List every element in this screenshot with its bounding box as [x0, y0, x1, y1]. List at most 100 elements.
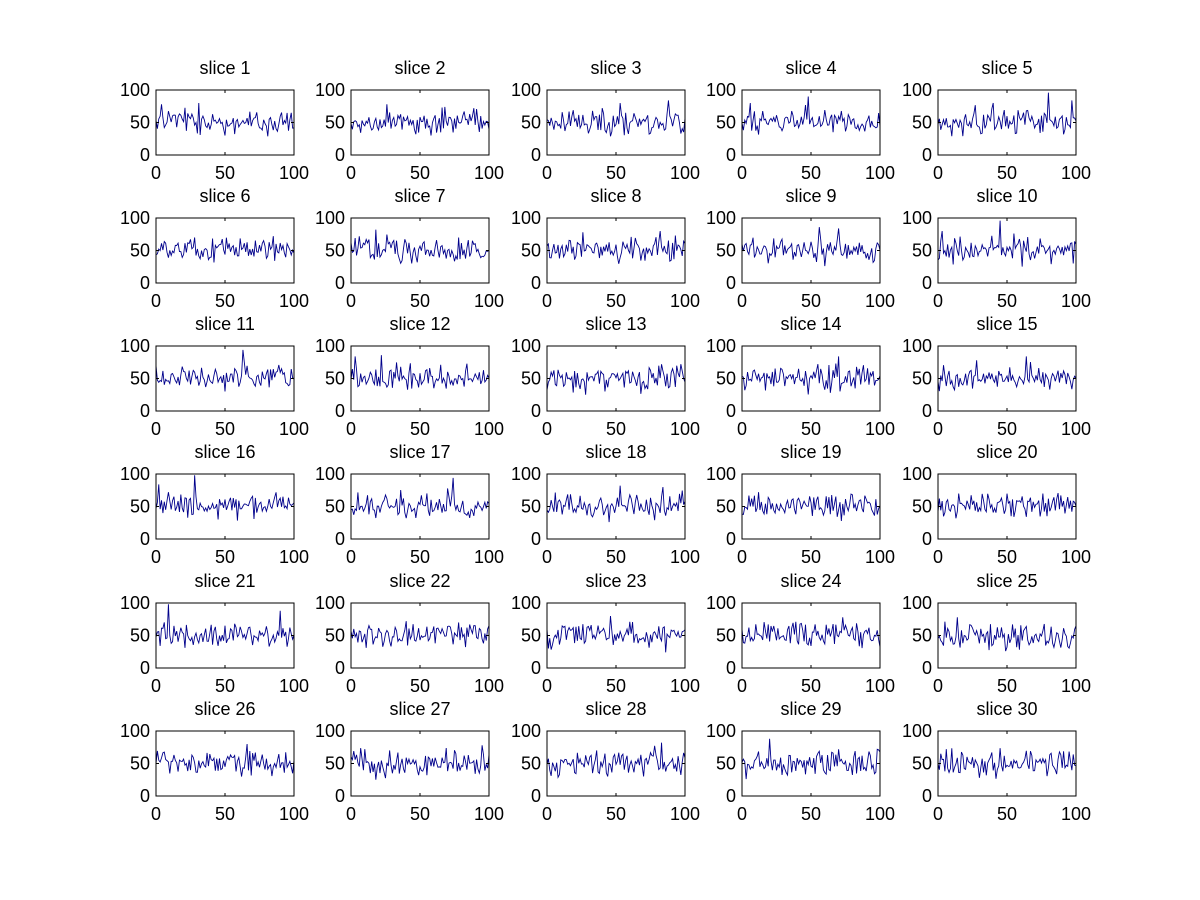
y-tick-label: 50 — [716, 497, 736, 517]
x-tick-label: 100 — [1061, 676, 1091, 696]
subplot-title: slice 25 — [976, 571, 1037, 591]
x-tick-label: 0 — [933, 291, 943, 311]
subplot-title: slice 22 — [389, 571, 450, 591]
y-tick-label: 0 — [335, 401, 345, 421]
x-tick-label: 100 — [865, 676, 895, 696]
x-tick-label: 50 — [997, 291, 1017, 311]
y-tick-label: 0 — [726, 145, 736, 165]
subplot-title: slice 7 — [394, 186, 445, 206]
x-tick-label: 50 — [410, 804, 430, 824]
subplot-17: slice 17 0 50 100 0 50 100 — [315, 442, 504, 567]
y-tick-label: 50 — [521, 497, 541, 517]
subplot-30: slice 30 0 50 100 0 50 100 — [902, 699, 1091, 824]
x-tick-label: 0 — [737, 804, 747, 824]
x-tick-label: 100 — [865, 547, 895, 567]
x-tick-label: 0 — [346, 804, 356, 824]
subplot-title: slice 21 — [194, 571, 255, 591]
x-tick-label: 50 — [997, 547, 1017, 567]
x-tick-label: 0 — [933, 163, 943, 183]
x-tick-label: 100 — [865, 419, 895, 439]
series-line — [155, 475, 295, 521]
subplot-4: slice 4 0 50 100 0 50 100 — [706, 58, 895, 183]
subplot-8: slice 8 0 50 100 0 50 100 — [511, 186, 700, 311]
y-tick-label: 100 — [315, 336, 345, 356]
y-tick-label: 50 — [912, 241, 932, 261]
x-tick-label: 50 — [606, 163, 626, 183]
x-tick-label: 0 — [346, 419, 356, 439]
y-tick-label: 0 — [922, 786, 932, 806]
x-tick-label: 50 — [410, 676, 430, 696]
subplot-title: slice 1 — [199, 58, 250, 78]
y-tick-label: 0 — [726, 401, 736, 421]
y-tick-label: 100 — [511, 336, 541, 356]
x-tick-label: 0 — [737, 547, 747, 567]
y-tick-label: 0 — [335, 786, 345, 806]
x-tick-label: 0 — [933, 547, 943, 567]
y-tick-label: 0 — [922, 658, 932, 678]
x-tick-label: 0 — [737, 419, 747, 439]
subplot-23: slice 23 0 50 100 0 50 100 — [511, 571, 700, 696]
x-tick-label: 0 — [346, 676, 356, 696]
series-line — [546, 485, 686, 523]
y-tick-label: 50 — [716, 754, 736, 774]
subplot-title: slice 8 — [590, 186, 641, 206]
x-tick-label: 0 — [542, 676, 552, 696]
subplot-27: slice 27 0 50 100 0 50 100 — [315, 699, 504, 824]
series-line — [350, 477, 490, 519]
x-tick-label: 100 — [865, 291, 895, 311]
y-tick-label: 50 — [325, 241, 345, 261]
y-tick-label: 100 — [902, 336, 932, 356]
series-line — [350, 355, 490, 390]
x-tick-label: 50 — [606, 419, 626, 439]
y-tick-label: 50 — [912, 369, 932, 389]
subplot-title: slice 19 — [780, 442, 841, 462]
y-tick-label: 100 — [706, 721, 736, 741]
series-line — [741, 356, 881, 395]
y-tick-label: 0 — [922, 145, 932, 165]
y-tick-label: 50 — [325, 754, 345, 774]
x-tick-label: 50 — [215, 804, 235, 824]
x-tick-label: 100 — [1061, 291, 1091, 311]
y-tick-label: 100 — [120, 593, 150, 613]
y-tick-label: 50 — [912, 497, 932, 517]
y-tick-label: 0 — [922, 529, 932, 549]
x-tick-label: 0 — [737, 291, 747, 311]
x-tick-label: 100 — [474, 676, 504, 696]
y-tick-label: 0 — [140, 786, 150, 806]
series-line — [937, 92, 1077, 137]
series-line — [350, 229, 490, 265]
y-tick-label: 0 — [335, 658, 345, 678]
x-tick-label: 100 — [670, 163, 700, 183]
x-tick-label: 50 — [215, 547, 235, 567]
y-tick-label: 100 — [511, 721, 541, 741]
y-tick-label: 50 — [521, 754, 541, 774]
x-tick-label: 50 — [215, 163, 235, 183]
y-tick-label: 100 — [902, 721, 932, 741]
x-tick-label: 100 — [279, 163, 309, 183]
y-tick-label: 50 — [521, 241, 541, 261]
series-line — [741, 738, 881, 780]
series-line — [741, 96, 881, 135]
x-tick-label: 100 — [279, 547, 309, 567]
x-tick-label: 0 — [542, 804, 552, 824]
y-tick-label: 50 — [716, 369, 736, 389]
y-tick-label: 50 — [130, 113, 150, 133]
series-line — [741, 492, 881, 522]
subplot-title: slice 26 — [194, 699, 255, 719]
y-tick-label: 50 — [325, 626, 345, 646]
y-tick-label: 100 — [706, 336, 736, 356]
y-tick-label: 100 — [902, 464, 932, 484]
subplot-10: slice 10 0 50 100 0 50 100 — [902, 186, 1091, 311]
subplot-28: slice 28 0 50 100 0 50 100 — [511, 699, 700, 824]
x-tick-label: 50 — [606, 547, 626, 567]
x-tick-label: 0 — [151, 676, 161, 696]
x-tick-label: 100 — [670, 291, 700, 311]
x-tick-label: 100 — [1061, 419, 1091, 439]
y-tick-label: 100 — [511, 208, 541, 228]
x-tick-label: 100 — [474, 163, 504, 183]
y-tick-label: 0 — [922, 401, 932, 421]
subplot-5: slice 5 0 50 100 0 50 100 — [902, 58, 1091, 183]
subplot-14: slice 14 0 50 100 0 50 100 — [706, 314, 895, 439]
x-tick-label: 50 — [410, 419, 430, 439]
subplot-11: slice 11 0 50 100 0 50 100 — [120, 314, 309, 439]
